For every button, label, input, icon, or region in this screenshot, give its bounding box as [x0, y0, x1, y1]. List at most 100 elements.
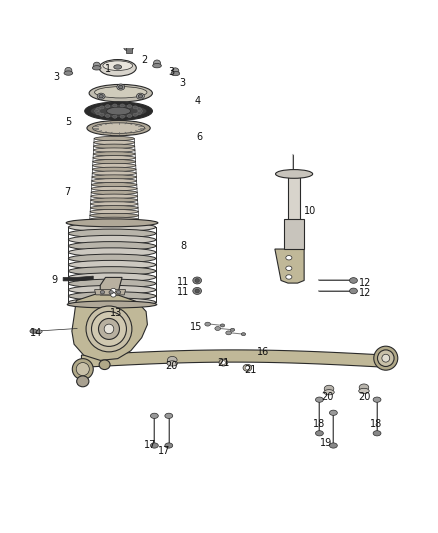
- Ellipse shape: [373, 431, 381, 436]
- Ellipse shape: [315, 431, 323, 436]
- Ellipse shape: [165, 413, 173, 418]
- Bar: [288, 175, 300, 221]
- Ellipse shape: [138, 110, 143, 112]
- Ellipse shape: [150, 443, 158, 448]
- Ellipse shape: [93, 156, 135, 160]
- Ellipse shape: [133, 113, 138, 116]
- Text: 4: 4: [194, 96, 200, 107]
- Ellipse shape: [113, 104, 117, 107]
- Ellipse shape: [100, 113, 104, 116]
- Ellipse shape: [68, 254, 155, 263]
- Ellipse shape: [68, 298, 155, 306]
- Ellipse shape: [120, 104, 124, 107]
- Ellipse shape: [65, 67, 72, 74]
- Ellipse shape: [67, 301, 157, 308]
- Text: 11: 11: [177, 277, 189, 287]
- Ellipse shape: [87, 120, 150, 136]
- Ellipse shape: [220, 324, 225, 327]
- Ellipse shape: [111, 293, 116, 297]
- Ellipse shape: [241, 333, 246, 336]
- Ellipse shape: [114, 65, 122, 69]
- Ellipse shape: [93, 148, 135, 152]
- Ellipse shape: [245, 366, 249, 370]
- Ellipse shape: [76, 362, 89, 376]
- Polygon shape: [100, 277, 122, 295]
- Ellipse shape: [276, 169, 313, 179]
- Ellipse shape: [68, 241, 155, 251]
- Ellipse shape: [286, 256, 292, 260]
- Ellipse shape: [68, 279, 155, 288]
- Ellipse shape: [93, 159, 135, 164]
- Ellipse shape: [133, 106, 138, 109]
- Ellipse shape: [99, 60, 136, 76]
- Text: 10: 10: [304, 206, 316, 216]
- Ellipse shape: [94, 144, 135, 149]
- Ellipse shape: [68, 248, 155, 256]
- Text: 3: 3: [168, 67, 174, 77]
- Ellipse shape: [100, 106, 104, 109]
- Ellipse shape: [359, 389, 369, 393]
- Ellipse shape: [119, 85, 123, 89]
- Ellipse shape: [193, 287, 201, 294]
- Ellipse shape: [167, 361, 177, 366]
- Ellipse shape: [86, 306, 132, 352]
- Ellipse shape: [92, 311, 127, 346]
- Ellipse shape: [36, 330, 42, 333]
- Ellipse shape: [68, 229, 155, 238]
- Text: 20: 20: [321, 392, 333, 402]
- Ellipse shape: [91, 202, 138, 206]
- Ellipse shape: [127, 104, 132, 108]
- Text: 20: 20: [358, 392, 370, 402]
- Ellipse shape: [72, 359, 93, 379]
- Polygon shape: [81, 350, 387, 367]
- Ellipse shape: [165, 443, 173, 448]
- Ellipse shape: [373, 397, 381, 402]
- Ellipse shape: [324, 390, 334, 395]
- Ellipse shape: [99, 94, 103, 98]
- Ellipse shape: [106, 107, 131, 115]
- Ellipse shape: [221, 361, 225, 365]
- Text: 17: 17: [158, 446, 171, 456]
- Ellipse shape: [374, 346, 398, 370]
- Ellipse shape: [92, 66, 101, 70]
- Ellipse shape: [117, 290, 121, 294]
- Ellipse shape: [106, 104, 110, 108]
- Ellipse shape: [68, 266, 155, 276]
- Ellipse shape: [104, 324, 114, 334]
- Polygon shape: [63, 276, 93, 281]
- Ellipse shape: [92, 175, 136, 179]
- Text: 6: 6: [196, 132, 202, 142]
- Ellipse shape: [68, 292, 155, 301]
- Text: 1: 1: [105, 64, 111, 74]
- Text: 12: 12: [359, 278, 371, 288]
- Text: 16: 16: [257, 346, 269, 357]
- Ellipse shape: [124, 45, 134, 51]
- Ellipse shape: [99, 318, 120, 340]
- Ellipse shape: [90, 209, 138, 214]
- Ellipse shape: [350, 278, 357, 284]
- Ellipse shape: [137, 93, 145, 99]
- Ellipse shape: [95, 110, 99, 112]
- Ellipse shape: [92, 167, 136, 172]
- Ellipse shape: [243, 364, 252, 372]
- Ellipse shape: [68, 223, 155, 231]
- Ellipse shape: [90, 213, 138, 217]
- Bar: [285, 220, 304, 249]
- Ellipse shape: [167, 357, 177, 364]
- Ellipse shape: [324, 385, 334, 392]
- Text: 14: 14: [30, 328, 42, 338]
- Ellipse shape: [94, 136, 134, 141]
- Ellipse shape: [137, 111, 141, 115]
- Ellipse shape: [138, 94, 143, 98]
- Ellipse shape: [153, 60, 160, 66]
- Ellipse shape: [193, 277, 201, 284]
- Ellipse shape: [90, 104, 147, 118]
- Ellipse shape: [230, 328, 235, 332]
- Ellipse shape: [91, 194, 138, 198]
- Ellipse shape: [66, 219, 158, 227]
- Text: 5: 5: [65, 117, 71, 127]
- Ellipse shape: [68, 273, 155, 281]
- Ellipse shape: [91, 198, 138, 203]
- Ellipse shape: [315, 397, 323, 402]
- Ellipse shape: [152, 63, 161, 68]
